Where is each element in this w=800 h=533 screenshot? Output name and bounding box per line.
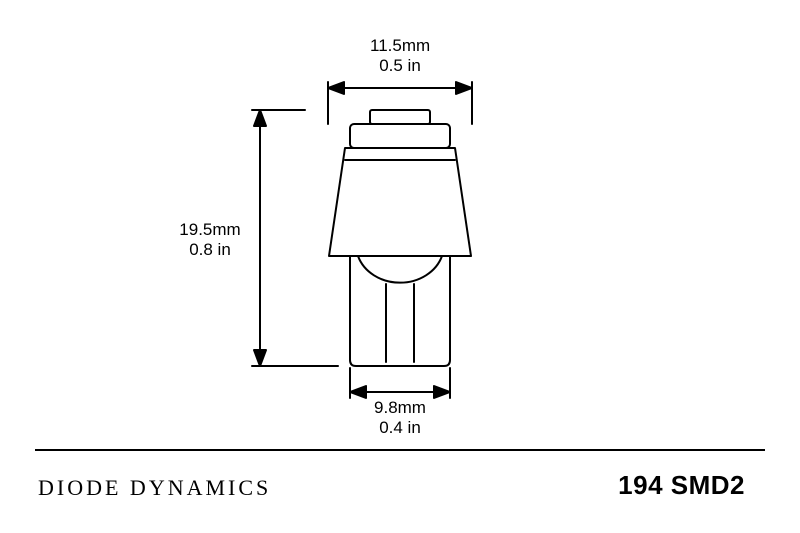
side-dim-in: 0.8 in: [189, 240, 231, 259]
footer-divider: [35, 449, 765, 451]
bottom-dim-in: 0.4 in: [379, 418, 421, 437]
brand-label: DIODE DYNAMICS: [38, 475, 271, 501]
top-dim-label: 11.5mm 0.5 in: [370, 36, 430, 77]
bottom-dimension-arrow: [350, 368, 450, 398]
top-dimension-arrow: [328, 82, 472, 124]
diagram-container: 11.5mm 0.5 in 19.5mm 0.8 in 9.8mm 0.4 in…: [0, 0, 800, 533]
model-label: 194 SMD2: [618, 470, 745, 501]
bottom-dim-label: 9.8mm 0.4 in: [370, 398, 430, 439]
technical-drawing-svg: [0, 0, 800, 533]
bulb-outline: [329, 110, 471, 366]
side-dim-mm: 19.5mm: [179, 220, 240, 239]
side-dim-label: 19.5mm 0.8 in: [170, 220, 250, 261]
top-dim-in: 0.5 in: [379, 56, 421, 75]
top-dim-mm: 11.5mm: [370, 36, 430, 55]
side-dimension-arrow: [252, 110, 338, 366]
bottom-dim-mm: 9.8mm: [374, 398, 426, 417]
